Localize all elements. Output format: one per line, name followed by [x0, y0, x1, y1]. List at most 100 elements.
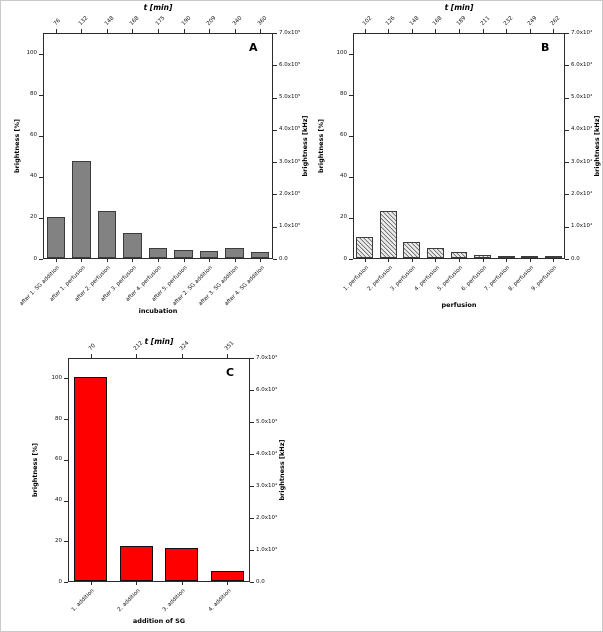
top-axis-tick-label: 209	[205, 15, 218, 27]
bar	[450, 251, 468, 258]
bottom-axis-title: incubation	[138, 307, 178, 315]
bar	[199, 250, 219, 258]
top-axis-tick-label: 262	[549, 15, 562, 27]
right-axis-title: brightness [kHz]	[593, 115, 601, 177]
top-axis-tick	[411, 29, 413, 33]
bar	[148, 247, 168, 258]
y2-axis-tick-label: 1.0x10⁵	[279, 223, 301, 230]
x-axis-tick	[90, 582, 92, 585]
y-axis-tick	[64, 459, 68, 461]
bar	[72, 161, 91, 258]
x-axis-tick	[81, 259, 83, 262]
top-axis-tick	[227, 354, 229, 358]
top-axis-tick-label: 340	[231, 15, 244, 27]
x-axis-tick	[482, 259, 484, 262]
y-axis-tick	[349, 94, 353, 96]
top-axis-tick	[55, 29, 57, 33]
y2-axis-tick	[565, 65, 569, 67]
y2-axis-tick	[273, 226, 277, 228]
y2-axis-tick-label: 2.0x10⁵	[279, 190, 301, 197]
y2-axis-tick	[273, 65, 277, 67]
y-axis-tick-label: 0	[33, 255, 38, 262]
x-axis-tick	[132, 259, 134, 262]
bar	[474, 254, 492, 258]
top-axis-tick-label: 148	[103, 15, 116, 27]
top-axis-title: t [min]	[143, 3, 173, 12]
y-axis-tick-label: 60	[340, 132, 347, 139]
y-axis-tick-label: 60	[30, 132, 37, 139]
y-axis-tick-label: 0	[58, 578, 63, 585]
top-axis-title: t [min]	[144, 337, 174, 346]
top-axis-tick	[553, 29, 555, 33]
top-axis-tick	[529, 29, 531, 33]
x-axis-tick-label: 2. addition	[116, 588, 142, 614]
y2-axis-tick	[250, 422, 254, 423]
top-axis-tick	[81, 29, 83, 33]
y2-axis-tick-label: 4.0x10⁴	[256, 450, 278, 457]
y-axis-tick-label: 0	[343, 255, 348, 262]
bar	[521, 255, 539, 258]
y-axis-tick	[39, 259, 43, 260]
y-axis-tick-label: 20	[340, 214, 347, 221]
y-axis-tick-label: 80	[340, 91, 347, 98]
top-axis-tick	[181, 354, 183, 358]
x-axis-tick	[55, 259, 57, 262]
bar	[123, 233, 142, 258]
top-axis-tick	[388, 29, 390, 33]
y2-axis-tick	[273, 129, 277, 131]
y-axis-tick	[39, 135, 43, 137]
x-axis-tick	[260, 259, 262, 262]
y2-axis-tick-label: 2.0x10⁴	[256, 514, 278, 521]
y2-axis-tick-label: 7.0x10⁵	[279, 29, 301, 36]
bar	[174, 249, 193, 258]
y2-axis-tick	[250, 518, 254, 519]
x-axis-tick	[136, 582, 138, 585]
top-axis-tick-label: 132	[78, 15, 90, 27]
x-axis-tick	[227, 582, 229, 585]
x-axis-tick	[181, 582, 183, 585]
top-axis-tick-label: 148	[408, 15, 421, 27]
y-axis-tick-label: 100	[51, 374, 63, 381]
y-axis-tick	[349, 135, 353, 137]
top-axis-tick-label: 175	[154, 15, 167, 27]
y2-axis-tick	[565, 97, 569, 99]
y2-axis-tick	[565, 162, 569, 164]
right-axis-title: brightness [kHz]	[278, 439, 286, 501]
chart-panel-c: t [min] 0 20 40 60 80 100 7.0x10⁴ 6.0x10⁴ 5.0x10⁴…	[25, 337, 345, 631]
y-axis-tick	[39, 53, 43, 55]
top-axis-tick-label: 190	[180, 15, 192, 27]
y2-axis-tick	[273, 162, 277, 164]
y-axis-tick	[349, 217, 353, 219]
bottom-axis-title: perfusion	[441, 301, 477, 309]
bar	[97, 210, 117, 258]
top-axis-tick-label: 189	[455, 15, 468, 27]
left-axis-title: brightness [%]	[13, 119, 21, 173]
y2-axis-tick	[250, 582, 254, 583]
x-axis-tick	[459, 259, 460, 262]
bar	[497, 255, 515, 258]
y2-axis-tick	[250, 486, 254, 487]
bar	[251, 251, 270, 258]
y-axis-tick	[39, 176, 43, 178]
y2-axis-tick	[250, 358, 254, 359]
x-axis-tick	[209, 259, 211, 262]
panel-letter: C	[226, 366, 235, 379]
y-axis-tick	[64, 541, 68, 543]
panel-letter: A	[249, 41, 258, 54]
top-axis-tick	[364, 29, 366, 33]
chart-panel-a: t [min] 0 20 40 60 80 100 7.0x10⁵ 6.0x10⁵ 5.0x10⁵…	[7, 3, 311, 335]
bar	[403, 241, 421, 258]
y2-axis-tick-label: 5.0x10⁴	[256, 418, 278, 425]
y-axis-tick-label: 20	[55, 537, 62, 544]
y-axis-tick	[64, 500, 68, 502]
y-axis-tick	[64, 582, 68, 583]
x-axis-tick	[553, 259, 555, 262]
y-axis-tick-label: 100	[26, 50, 38, 57]
y2-axis-tick-label: 7.0x10⁴	[256, 354, 278, 361]
plot-box	[43, 33, 273, 259]
y2-axis-tick-label: 6.0x10⁴	[256, 386, 278, 393]
top-axis-tick	[90, 354, 92, 358]
x-axis-tick	[435, 259, 437, 262]
y-axis-tick-label: 80	[55, 415, 62, 422]
